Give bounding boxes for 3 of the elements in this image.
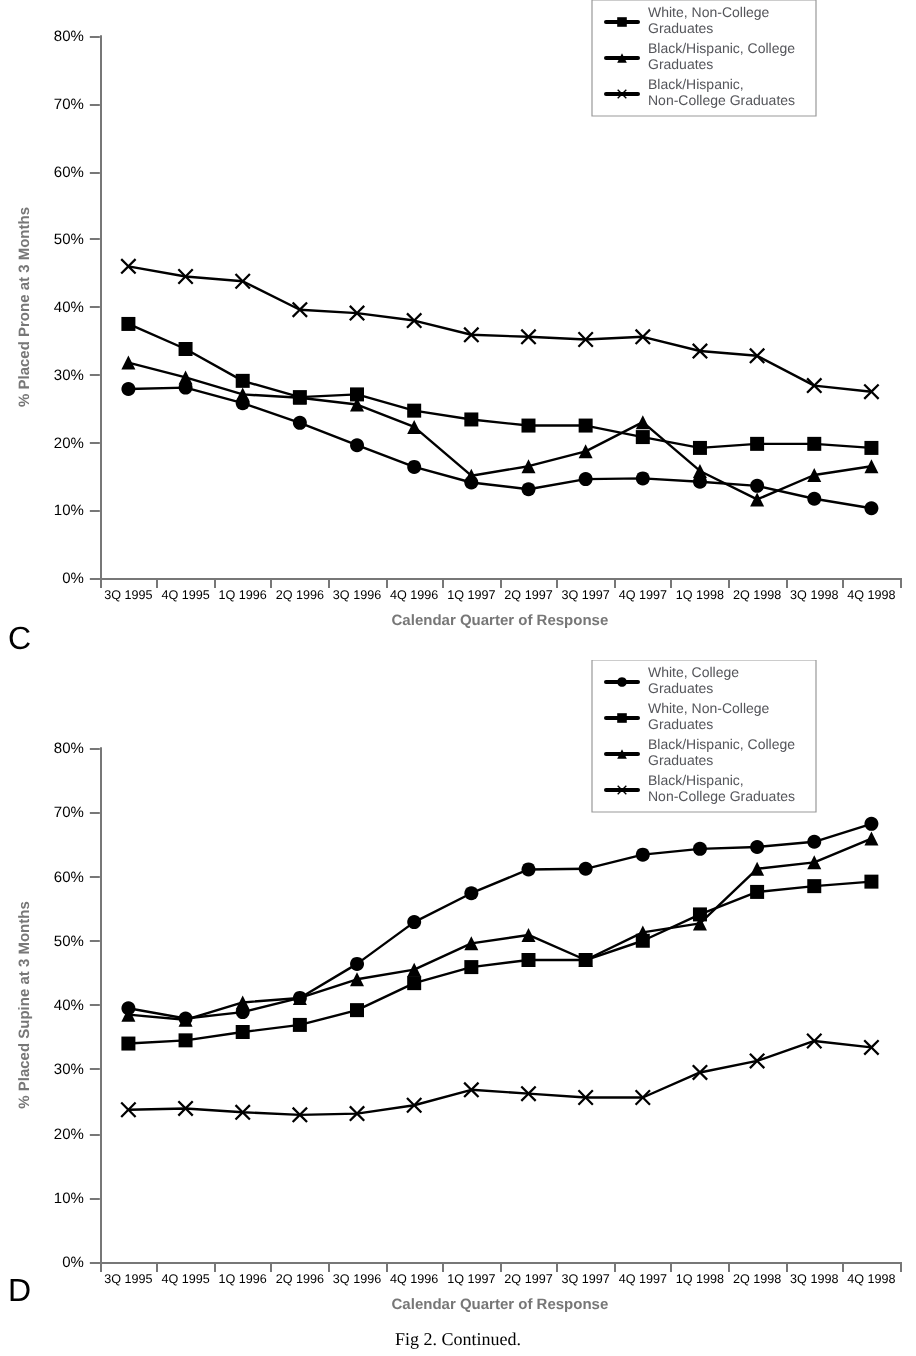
text: D xyxy=(8,1275,32,1309)
caption: Fig 2. Continued. xyxy=(395,1329,522,1349)
text: C xyxy=(8,623,32,657)
